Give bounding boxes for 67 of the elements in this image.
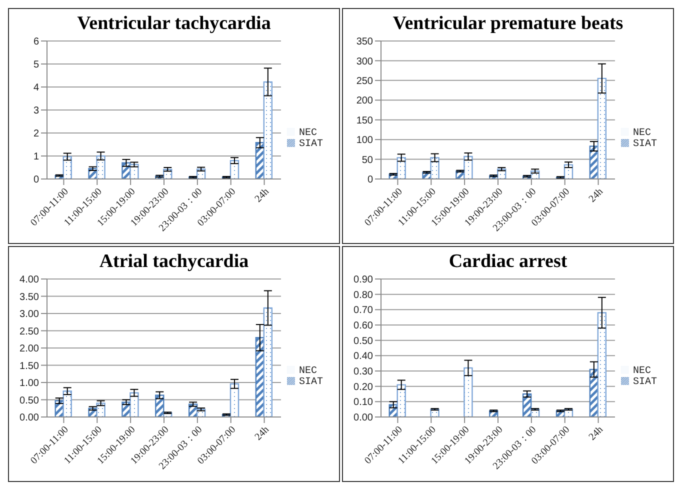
y-tick-label: 3 xyxy=(33,106,40,117)
bar xyxy=(96,155,106,179)
y-tick-label: 1.50 xyxy=(20,360,40,372)
y-tick-label: 0.40 xyxy=(354,351,374,362)
bar xyxy=(597,312,607,417)
y-tick-label: 0.70 xyxy=(354,305,374,316)
bar xyxy=(62,156,72,179)
bar xyxy=(396,384,406,417)
chart-title: Ventricular tachycardia xyxy=(76,13,272,36)
y-tick-label: 6 xyxy=(33,36,40,48)
y-tick-label: 0.80 xyxy=(354,290,374,301)
y-tick-label: 4 xyxy=(33,82,40,94)
x-tick-label: 24h xyxy=(587,424,606,443)
bar xyxy=(263,307,273,417)
y-tick-label: 0.20 xyxy=(354,382,374,393)
y-tick-label: 3.00 xyxy=(20,309,40,320)
y-tick-label: 350 xyxy=(356,36,374,48)
bar xyxy=(464,367,473,417)
y-tick-label: 4.00 xyxy=(20,274,40,286)
y-tick-label: 300 xyxy=(356,56,374,68)
y-tick-label: 1.00 xyxy=(20,378,40,390)
y-tick-label: 0.50 xyxy=(20,395,40,406)
y-tick-label: 2 xyxy=(33,128,40,140)
y-tick-label: 2.50 xyxy=(20,326,40,338)
bar xyxy=(430,157,440,179)
bar xyxy=(155,394,164,417)
bar xyxy=(396,157,406,179)
bar xyxy=(263,81,273,179)
legend-label: SIAT xyxy=(632,139,657,150)
legend-label: NEC xyxy=(632,366,651,377)
y-tick-label: 0 xyxy=(33,174,40,186)
y-tick-label: 0.30 xyxy=(354,366,374,378)
x-tick-label: 24h xyxy=(587,186,606,205)
y-tick-label: 3.50 xyxy=(20,292,40,303)
y-tick-label: 1 xyxy=(33,152,40,163)
y-tick-label: 0 xyxy=(367,174,374,186)
y-tick-label: 5 xyxy=(33,60,40,71)
legend-label: NEC xyxy=(632,128,651,139)
y-tick-label: 2.00 xyxy=(20,344,40,355)
y-tick-label: 0.50 xyxy=(354,336,374,347)
bar xyxy=(130,392,139,417)
bar xyxy=(62,390,72,417)
legend-label: SIAT xyxy=(632,377,657,388)
bar xyxy=(522,393,532,417)
y-tick-label: 250 xyxy=(356,76,374,87)
y-tick-label: 150 xyxy=(356,115,374,126)
y-tick-label: 100 xyxy=(356,135,374,146)
legend-label: NEC xyxy=(298,366,317,377)
y-tick-label: 0.00 xyxy=(20,412,40,424)
bar xyxy=(464,156,473,179)
legend-label: NEC xyxy=(298,128,317,139)
y-tick-label: 0.00 xyxy=(354,412,374,424)
chart-title: Cardiac arrest xyxy=(448,251,568,274)
chart-title: Ventricular premature beats xyxy=(392,13,624,36)
x-tick-label: 24h xyxy=(253,186,272,205)
chart-title: Atrial tachycardia xyxy=(98,251,250,274)
y-tick-label: 0.60 xyxy=(354,320,374,332)
legend-label: SIAT xyxy=(298,377,323,388)
y-tick-label: 0.90 xyxy=(354,274,374,286)
bar xyxy=(230,160,240,179)
y-tick-label: 0.10 xyxy=(354,397,374,408)
bar xyxy=(230,383,240,417)
y-tick-label: 50 xyxy=(362,154,374,166)
y-tick-label: 200 xyxy=(356,96,374,107)
legend-label: SIAT xyxy=(298,139,323,150)
bar xyxy=(597,78,607,179)
x-tick-label: 24h xyxy=(253,424,272,443)
